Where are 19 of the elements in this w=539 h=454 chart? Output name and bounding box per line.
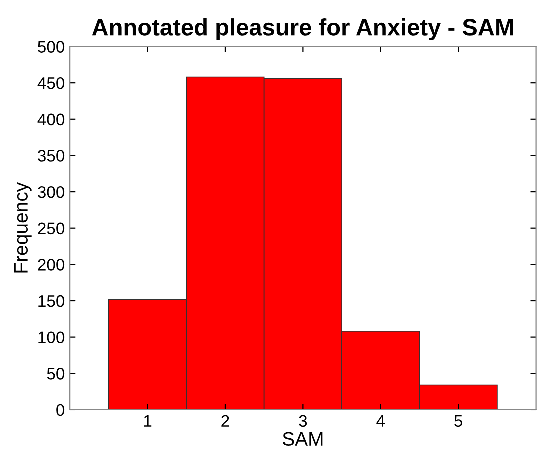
- y-tick-label: 300: [38, 186, 65, 198]
- x-tick-label: 2: [222, 415, 230, 427]
- x-axis-title: SAM: [283, 432, 323, 446]
- chart-title: Annotated pleasure for Anxiety - SAM: [92, 18, 514, 41]
- y-tick-label: 500: [38, 41, 65, 53]
- y-tick-label: 0: [56, 404, 65, 416]
- y-tick-label: 100: [38, 332, 65, 344]
- y-tick-label: 150: [38, 295, 65, 308]
- x-tick-label: 4: [376, 415, 386, 427]
- y-tick-label: 200: [38, 259, 65, 271]
- x-tick-label: 3: [299, 415, 308, 428]
- y-tick-label: 450: [38, 77, 65, 90]
- x-tick-label: 5: [454, 415, 463, 428]
- y-axis-title: Frequency: [14, 182, 32, 273]
- y-tick-label: 400: [38, 114, 65, 126]
- y-tick-label: 250: [38, 222, 65, 235]
- y-tick-label: 350: [38, 150, 65, 162]
- x-tick-label: 1: [144, 415, 152, 427]
- y-tick-label: 50: [47, 368, 65, 380]
